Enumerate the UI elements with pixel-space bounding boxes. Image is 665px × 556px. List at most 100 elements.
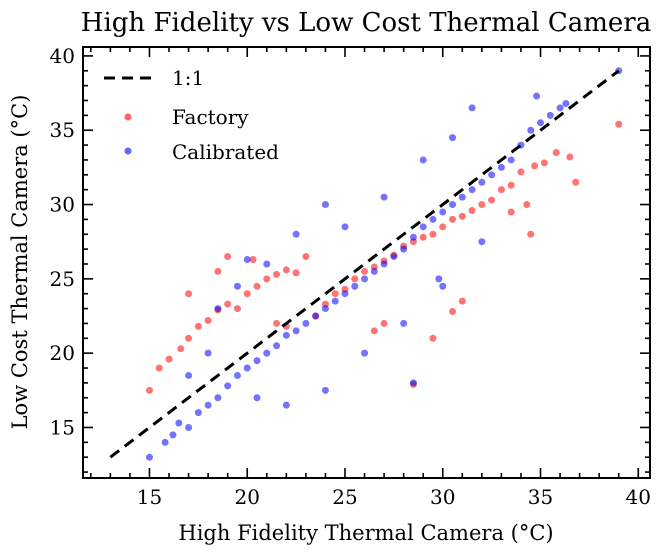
- data-point: [273, 270, 281, 278]
- data-point: [331, 290, 339, 298]
- data-point: [439, 223, 447, 231]
- data-point: [556, 104, 564, 112]
- data-point: [321, 386, 329, 394]
- data-point: [341, 290, 349, 298]
- x-tick-label: 30: [430, 485, 455, 509]
- data-point: [185, 423, 193, 431]
- axis-ticks: 15 20 25 30 35 40 15 20 25 30 35 40: [50, 44, 651, 509]
- x-tick-label: 25: [332, 485, 357, 509]
- x-tick-label: 20: [235, 485, 260, 509]
- y-tick-label: 40: [50, 44, 75, 68]
- data-point: [429, 230, 437, 238]
- data-point: [497, 163, 505, 171]
- data-point: [292, 269, 300, 277]
- data-point: [263, 275, 271, 283]
- x-tick-label: 40: [626, 485, 651, 509]
- data-point: [468, 104, 476, 112]
- data-point: [175, 419, 183, 427]
- data-point: [572, 178, 580, 186]
- data-point: [615, 120, 623, 128]
- data-point: [458, 212, 466, 220]
- data-point: [507, 156, 515, 164]
- data-point: [562, 99, 570, 107]
- legend-calibrated-marker: [124, 147, 132, 155]
- data-point: [527, 126, 535, 134]
- data-point: [400, 319, 408, 327]
- data-point: [273, 342, 281, 350]
- data-point: [233, 305, 241, 313]
- data-point: [439, 282, 447, 290]
- data-point: [204, 316, 212, 324]
- data-point: [165, 355, 173, 363]
- data-point: [361, 267, 369, 275]
- data-point: [282, 331, 290, 339]
- data-point: [497, 186, 505, 194]
- data-point: [546, 111, 554, 119]
- data-point: [194, 322, 202, 330]
- data-point: [435, 275, 443, 283]
- legend-label-calibrated: Calibrated: [172, 140, 279, 164]
- y-tick-label: 30: [50, 193, 75, 217]
- legend: 1:1 Factory Calibrated: [104, 66, 279, 164]
- data-point: [351, 282, 359, 290]
- data-point: [185, 334, 193, 342]
- data-point: [361, 349, 369, 357]
- data-point: [468, 186, 476, 194]
- data-point: [292, 230, 300, 238]
- data-point: [380, 260, 388, 268]
- y-tick-label: 15: [50, 415, 75, 439]
- y-axis-label: Low Cost Thermal Camera (°C): [8, 95, 32, 430]
- data-point: [449, 308, 457, 316]
- data-point: [488, 196, 496, 204]
- data-point: [194, 409, 202, 417]
- data-point: [380, 193, 388, 201]
- data-point: [449, 201, 457, 209]
- data-point: [341, 223, 349, 231]
- plot-area: [109, 67, 623, 461]
- data-point: [419, 156, 427, 164]
- data-point: [449, 134, 457, 142]
- data-point: [224, 300, 232, 308]
- data-point: [566, 153, 574, 161]
- data-point: [204, 401, 212, 409]
- data-point: [409, 233, 417, 241]
- plot-frame: [82, 46, 651, 479]
- x-axis-label: High Fidelity Thermal Camera (°C): [178, 521, 553, 545]
- y-tick-label: 20: [50, 341, 75, 365]
- data-point: [488, 171, 496, 179]
- data-point: [253, 282, 261, 290]
- data-point: [169, 431, 177, 439]
- data-point: [517, 168, 525, 176]
- data-point: [321, 201, 329, 209]
- data-point: [380, 319, 388, 327]
- data-point: [533, 92, 541, 100]
- data-point: [537, 119, 545, 127]
- data-point: [249, 256, 257, 264]
- data-point: [507, 208, 515, 216]
- data-point: [282, 401, 290, 409]
- data-point: [478, 201, 486, 209]
- data-point: [540, 159, 548, 167]
- data-point: [507, 181, 515, 189]
- data-point: [273, 319, 281, 327]
- data-point: [302, 253, 310, 261]
- legend-label-factory: Factory: [172, 105, 249, 129]
- chart-title: High Fidelity vs Low Cost Thermal Camera: [81, 8, 651, 38]
- data-point: [185, 371, 193, 379]
- x-tick-label: 35: [528, 485, 553, 509]
- data-point: [155, 364, 163, 372]
- data-point: [527, 230, 535, 238]
- data-point: [204, 349, 212, 357]
- data-point: [214, 267, 222, 275]
- y-tick-label: 25: [50, 267, 75, 291]
- data-point: [458, 193, 466, 201]
- data-point: [224, 382, 232, 390]
- data-point: [185, 290, 193, 298]
- legend-label-1to1: 1:1: [172, 66, 204, 90]
- data-point: [552, 149, 560, 157]
- data-point: [243, 364, 251, 372]
- data-point: [400, 245, 408, 253]
- data-point: [214, 394, 222, 402]
- data-point: [312, 312, 320, 320]
